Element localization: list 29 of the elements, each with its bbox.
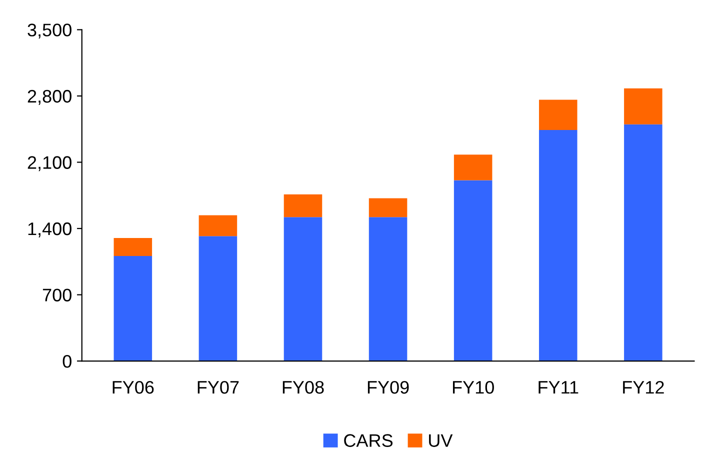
bar <box>538 130 578 362</box>
bar <box>198 215 238 236</box>
bar <box>454 154 492 180</box>
x-tick-label: FY07 <box>198 380 239 394</box>
y-tick-label: 2,800 <box>28 90 72 105</box>
x-tick-label: FY10 <box>452 380 494 394</box>
x-tick-label: FY06 <box>112 380 154 394</box>
bar <box>624 88 662 124</box>
bar <box>624 124 662 362</box>
legend-label: UV <box>429 434 453 447</box>
x-tick-label: FY11 <box>538 381 578 394</box>
legend-label: CARS <box>344 434 393 447</box>
bar <box>538 100 578 130</box>
bar <box>454 180 492 362</box>
bar <box>368 217 408 362</box>
bar <box>198 236 238 362</box>
y-tick-label: 2,100 <box>28 156 72 172</box>
bar <box>114 238 152 256</box>
bar <box>114 256 152 362</box>
y-tick-label: 700 <box>42 288 72 302</box>
x-tick-label: FY08 <box>282 380 324 394</box>
bar <box>368 198 408 218</box>
bar <box>284 194 322 218</box>
x-tick-label: FY12 <box>623 380 664 394</box>
bar <box>284 217 322 362</box>
y-tick-label: 3,500 <box>28 24 72 39</box>
x-tick-label: FY09 <box>368 380 409 394</box>
y-tick-label: 0 <box>62 354 72 368</box>
y-tick-label: 1,400 <box>28 222 72 238</box>
